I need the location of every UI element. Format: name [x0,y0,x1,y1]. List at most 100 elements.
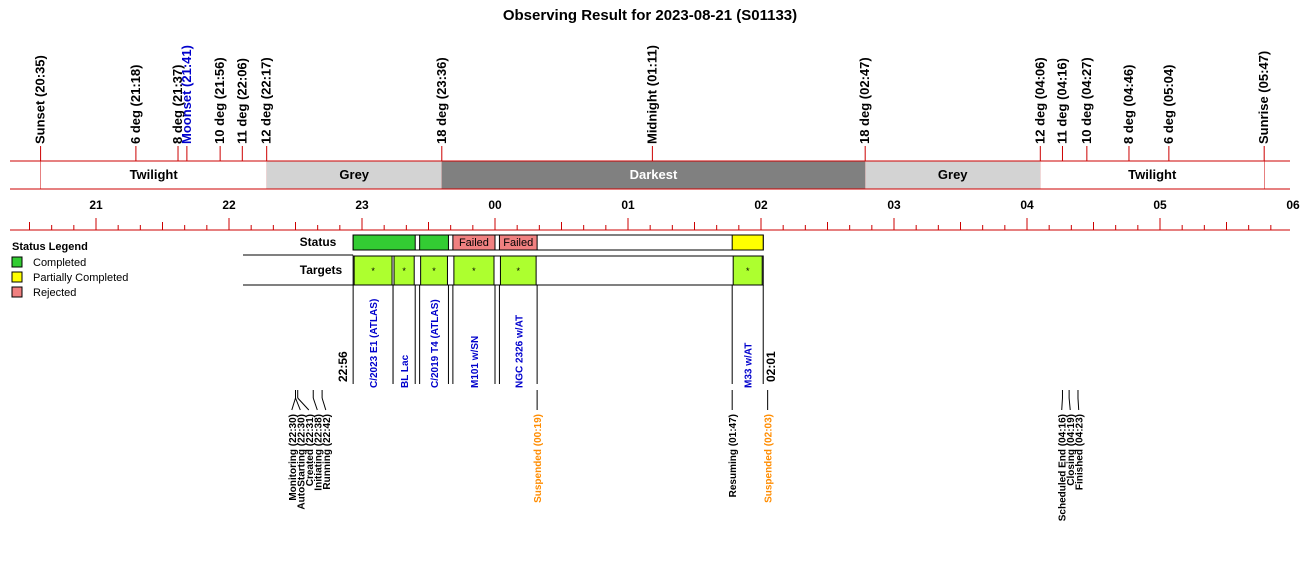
log-event-line [321,397,327,411]
log-event-label: Monitoring (22:30) [288,414,299,501]
sun-event-label: 6 deg (05:04) [1161,65,1176,144]
log-event-line [1077,397,1080,411]
log-event-label: Resuming (01:47) [728,414,739,497]
targets-layer: * C/2023 E1 (ATLAS) * BL Lac * C/2019 T4 (ATL… [336,255,778,388]
band-grey [266,161,442,189]
target-name: BL Lac [400,354,411,388]
sun-event-label: Sunset (20:35) [33,55,48,144]
target-mark: * [432,266,436,276]
log-event-label: Suspended (00:19) [533,414,544,503]
targets-row-label: Targets [300,263,343,277]
band-darkest [441,161,866,189]
hour-tick-label: 22 [222,198,236,212]
sun-event-label: 18 deg (02:47) [857,57,872,144]
band-twilight [1040,161,1265,189]
log-event-line [312,397,318,411]
sun-event-label: 11 deg (22:06) [234,58,249,144]
log-event-label: Finished (04:23) [1075,414,1086,490]
schedule-time-label: 02:01 [764,351,778,382]
hour-tick-label: 05 [1153,198,1167,212]
legend-title: Status Legend [12,241,88,253]
band-label: Grey [339,167,369,182]
log-event-line [1068,397,1071,411]
log-event-line [295,397,301,411]
target-mark: * [371,266,375,276]
log-event-label: Scheduled End (04:16) [1058,414,1069,521]
sun-event-label: 8 deg (04:46) [1121,65,1136,144]
target-mark: * [517,266,521,276]
status-segment-completed [419,234,449,251]
status-segment-rejected [452,234,496,251]
band-label: Twilight [130,167,179,182]
legend-label: Partially Completed [33,272,128,284]
log-event-line [291,397,296,411]
log-event-line [297,397,310,411]
sun-event-label: 10 deg (21:56) [212,57,227,144]
target-block [353,255,393,286]
legend-label: Completed [33,257,86,269]
status-legend: Status Legend Completed Partially Complet… [11,241,128,299]
status-segment-rejected [498,234,538,251]
status-segment-text: Failed [459,237,489,249]
log-event-label: Initiating (22:38) [313,414,324,491]
target-name: NGC 2326 w/AT [514,315,525,388]
hour-tick-label: 03 [887,198,901,212]
log-event-label: Running (22:42) [322,414,333,490]
target-mark: * [746,266,750,276]
target-mark: * [402,266,406,276]
night-bands-layer: Twilight Grey Darkest Grey Twilight [10,160,1290,190]
hour-tick-label: 04 [1020,198,1034,212]
legend-swatch-partial [11,271,23,283]
sun-event-label: 6 deg (21:18) [128,65,143,144]
target-name: C/2023 E1 (ATLAS) [369,299,380,388]
band-label: Grey [938,167,968,182]
status-segment-partial [731,234,764,251]
target-block [393,255,415,286]
target-name: M33 w/AT [744,343,755,388]
log-events-layer: Monitoring (22:30)AutoStarting (22:30)Cr… [288,390,1086,521]
sun-events-layer: Sunset (20:35) 6 deg (21:18) 8 deg (21:37)… [33,45,1271,189]
log-event-label: AutoStarting (22:30) [296,414,307,510]
hour-tick-label: 21 [89,198,103,212]
hour-tick-label: 00 [488,198,502,212]
band-label: Twilight [1128,167,1177,182]
sun-event-label: Sunrise (05:47) [1256,51,1271,144]
hour-tick-label: 01 [621,198,635,212]
status-segment-completed [352,234,416,251]
log-event-label: Created (22:31) [305,414,316,486]
log-event-line [1061,397,1063,411]
sun-event-label: Moonset (21:41) [179,45,194,144]
status-row-label: Status [300,235,337,249]
hour-tick-label: 06 [1286,198,1300,212]
hour-tick-label: 23 [355,198,369,212]
hour-axis-layer: 21 22 23 00 01 02 03 04 05 06 [10,198,1300,231]
legend-swatch-completed [11,256,23,268]
target-block [732,255,763,286]
target-block [499,255,537,286]
chart-title: Observing Result for 2023-08-21 (S01133) [503,7,797,24]
sun-event-label: 8 deg (21:37) [170,65,185,144]
sun-event-label: 12 deg (04:06) [1032,57,1047,144]
sun-event-label: 12 deg (22:17) [259,57,274,144]
legend-swatch-rejected [11,286,23,298]
log-event-label: Suspended (02:03) [764,414,775,503]
target-mark: * [472,266,476,276]
schedule-time-label: 22:56 [336,351,350,382]
sun-event-label: 10 deg (04:27) [1079,57,1094,144]
target-name: C/2019 T4 (ATLAS) [430,299,441,388]
log-event-label: Closing (04:19) [1066,414,1077,486]
target-block [420,255,448,286]
band-label: Darkest [630,167,678,182]
sun-event-label: 18 deg (23:36) [434,57,449,144]
status-segment-text: Failed [503,237,533,249]
band-twilight [40,161,267,189]
target-name: M101 w/SN [470,336,481,388]
legend-label: Rejected [33,287,76,299]
sun-event-label: Midnight (01:11) [644,45,659,144]
hour-tick-label: 02 [754,198,768,212]
band-grey [865,161,1041,189]
target-block [453,255,495,286]
sun-event-label: 11 deg (04:16) [1054,58,1069,144]
